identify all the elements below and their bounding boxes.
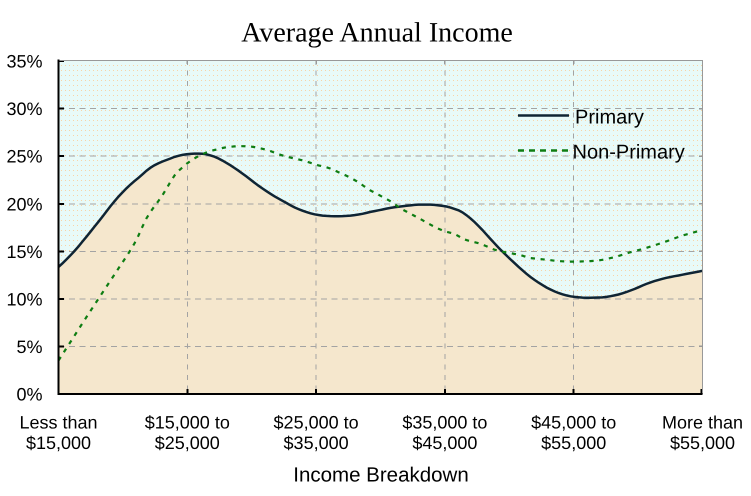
svg-text:More than: More than [662,413,743,433]
svg-text:10%: 10% [6,289,42,309]
svg-text:$15,000: $15,000 [26,433,91,453]
svg-text:Less than: Less than [19,413,97,433]
svg-text:25%: 25% [6,147,42,167]
svg-text:Non-Primary: Non-Primary [573,142,685,164]
svg-text:Average Annual Income: Average Annual Income [241,18,513,49]
svg-text:$15,000 to: $15,000 to [145,413,230,433]
svg-text:20%: 20% [6,194,42,214]
svg-text:$55,000: $55,000 [670,433,735,453]
svg-text:30%: 30% [6,99,42,119]
svg-text:$45,000: $45,000 [412,433,477,453]
svg-text:5%: 5% [16,337,42,357]
svg-text:$55,000: $55,000 [541,433,606,453]
svg-text:15%: 15% [6,242,42,262]
svg-text:Income Breakdown: Income Breakdown [293,464,468,487]
svg-text:$45,000 to: $45,000 to [531,413,616,433]
svg-text:$25,000 to: $25,000 to [274,413,359,433]
svg-text:Primary: Primary [575,107,644,129]
svg-text:0%: 0% [16,385,42,405]
svg-text:35%: 35% [6,51,42,71]
svg-text:$25,000: $25,000 [155,433,220,453]
svg-text:$35,000 to: $35,000 to [402,413,487,433]
svg-text:$35,000: $35,000 [284,433,349,453]
